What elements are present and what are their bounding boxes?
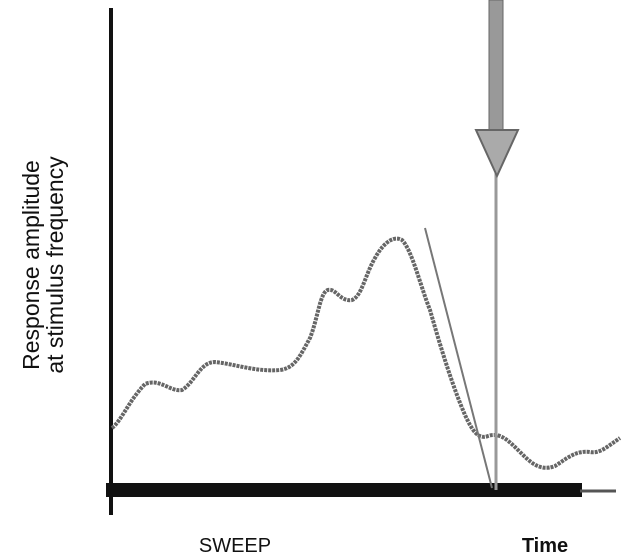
y-axis-label: Response amplitude	[18, 160, 44, 370]
arrow-head	[474, 129, 520, 179]
arrow-shaft	[488, 0, 504, 136]
time-label: Time	[522, 535, 568, 556]
fitted-line	[424, 227, 493, 489]
x-axis-label: SWEEP	[199, 535, 271, 556]
response-curve	[110, 236, 622, 470]
x-axis-bar	[106, 483, 582, 497]
y-label-group: Response amplitude at stimulus frequency	[18, 156, 68, 374]
y-axis-label: at stimulus frequency	[42, 156, 68, 374]
